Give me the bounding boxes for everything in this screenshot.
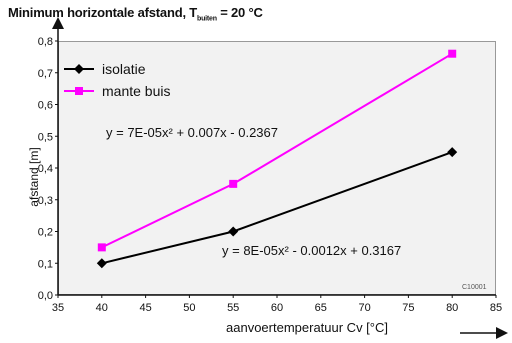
x-tick-label: 50: [183, 302, 195, 314]
data-point-mante-buis: [229, 179, 238, 188]
x-tick-label: 40: [96, 302, 108, 314]
plot-area: [58, 41, 496, 295]
trendline-equation-isolatie: y = 8E-05x² - 0.0012x + 0.3167: [222, 243, 402, 258]
legend-swatch-isolatie: [64, 64, 94, 74]
x-tick-label: 35: [52, 302, 64, 314]
y-tick-label: 0,3: [38, 195, 53, 207]
legend-label-mante-buis: mante buis: [102, 83, 171, 99]
data-point-isolatie: [228, 226, 239, 237]
x-tick-label: 60: [271, 302, 283, 314]
data-point-mante-buis: [97, 243, 106, 252]
legend-item-mante-buis: mante buis: [62, 80, 170, 102]
y-tick-label: 0,1: [38, 258, 53, 270]
x-tick-label: 65: [315, 302, 327, 314]
legend-swatch-mante-buis: [64, 87, 94, 95]
x-tick-label: 75: [402, 302, 414, 314]
chart-title-end: = 20 °C: [216, 5, 263, 20]
legend: isolatie mante buis: [62, 58, 170, 102]
chart-title-main: Minimum horizontale afstand, T: [8, 5, 198, 20]
y-tick-label: 0,6: [38, 100, 53, 112]
chart-title-sub: buiten: [197, 15, 217, 23]
figure-code: C10001: [462, 284, 487, 291]
chart-title: Minimum horizontale afstand, Tbuiten = 2…: [8, 5, 263, 23]
data-point-isolatie: [447, 147, 458, 158]
x-tick-label: 85: [490, 302, 502, 314]
y-tick-label: 0,2: [38, 227, 53, 239]
y-tick-label: 0,5: [38, 131, 53, 143]
y-axis-label: afstand [m]: [27, 147, 41, 207]
trendline-equation-mante-buis: y = 7E-05x² + 0.007x - 0.2367: [106, 125, 278, 140]
x-tick-label: 45: [139, 302, 151, 314]
x-axis-label: aanvoertemperatuur Cv [°C]: [226, 320, 388, 335]
legend-label-isolatie: isolatie: [102, 61, 146, 77]
y-tick-label: 0,4: [38, 163, 53, 175]
x-tick-label: 80: [446, 302, 458, 314]
data-point-isolatie: [96, 258, 107, 269]
legend-item-isolatie: isolatie: [62, 58, 170, 80]
x-tick-label: 70: [358, 302, 370, 314]
data-point-mante-buis: [448, 49, 457, 58]
y-tick-label: 0,8: [38, 36, 53, 48]
y-tick-label: 0,0: [38, 290, 53, 302]
x-tick-label: 55: [227, 302, 239, 314]
y-tick-label: 0,7: [38, 68, 53, 80]
